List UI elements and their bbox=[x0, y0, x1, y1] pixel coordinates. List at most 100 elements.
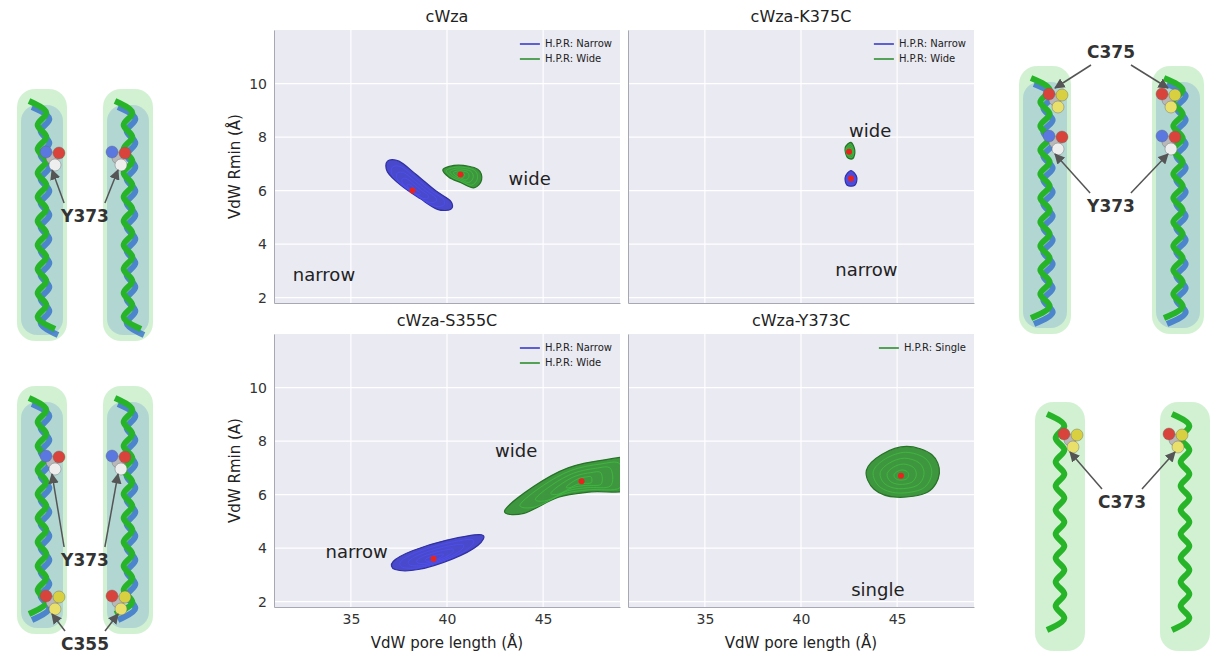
atom bbox=[119, 591, 131, 603]
legend: H.P.R: Single bbox=[879, 342, 966, 353]
tick-label: 6 bbox=[258, 183, 267, 199]
atom bbox=[53, 591, 65, 603]
y-axis bbox=[628, 31, 630, 304]
tick-label: 40 bbox=[793, 611, 811, 627]
tick-label: 2 bbox=[258, 290, 267, 306]
tick-label: 4 bbox=[258, 236, 267, 252]
tick-label: 4 bbox=[258, 540, 267, 556]
grid-line bbox=[274, 244, 620, 245]
structure: Y373C355 bbox=[17, 386, 153, 654]
legend-label: H.P.R: Narrow bbox=[545, 342, 612, 353]
density-contour bbox=[408, 544, 464, 566]
grid-line bbox=[800, 334, 801, 607]
density-contour bbox=[849, 175, 854, 181]
annotation: narrow bbox=[326, 541, 388, 562]
tick: 35 bbox=[342, 607, 360, 627]
grid-line bbox=[350, 30, 351, 303]
arrow bbox=[52, 474, 64, 547]
arrow bbox=[1070, 452, 1102, 489]
atom bbox=[1067, 441, 1079, 453]
density-contour bbox=[407, 184, 420, 194]
axis-line bbox=[274, 31, 275, 304]
plot-background bbox=[628, 30, 974, 303]
atom bbox=[1165, 143, 1177, 155]
arrow bbox=[1055, 65, 1091, 88]
peak-point bbox=[457, 172, 463, 178]
atom bbox=[1176, 429, 1188, 441]
helix bbox=[1160, 402, 1210, 651]
atom bbox=[1043, 130, 1055, 142]
tick: 10 bbox=[249, 380, 274, 396]
residue-atoms bbox=[1156, 88, 1181, 113]
density-contour bbox=[566, 476, 592, 487]
tick: 6 bbox=[258, 183, 274, 199]
atom bbox=[119, 451, 131, 463]
plot-background bbox=[628, 334, 974, 607]
atom bbox=[1071, 429, 1083, 441]
legend-label: H.P.R: Narrow bbox=[899, 38, 966, 49]
structure: C373 bbox=[1035, 402, 1210, 651]
tick: 2 bbox=[258, 594, 274, 610]
figure: 246810cWzaVdW Rmin (Å)widenarrowH.P.R: N… bbox=[0, 0, 1227, 659]
grid-line bbox=[800, 30, 801, 303]
peak-point bbox=[898, 473, 904, 479]
density-contour bbox=[453, 171, 469, 180]
grid-line bbox=[628, 601, 974, 602]
surface bbox=[17, 386, 67, 634]
legend-swatch bbox=[879, 347, 899, 349]
legend-swatch bbox=[520, 43, 540, 45]
tick: 40 bbox=[793, 607, 811, 627]
ribbon bbox=[29, 398, 46, 614]
density-region bbox=[845, 142, 855, 159]
legend-swatch bbox=[520, 58, 540, 60]
helix bbox=[1035, 402, 1085, 651]
arrow bbox=[1131, 154, 1168, 193]
x-axis-title: VdW pore length (Å) bbox=[725, 633, 877, 652]
tick: 45 bbox=[535, 607, 553, 627]
tick-label: 2 bbox=[258, 594, 267, 610]
atom bbox=[49, 603, 61, 615]
panel: 354045cWza-Y373CVdW pore length (Å)singl… bbox=[628, 311, 975, 652]
annotation: wide bbox=[495, 440, 537, 461]
arrow bbox=[1055, 154, 1090, 193]
residue-label: Y373 bbox=[1086, 196, 1135, 216]
atom bbox=[115, 159, 127, 171]
grid-line bbox=[628, 387, 974, 388]
surface bbox=[17, 89, 67, 341]
legend: H.P.R: NarrowH.P.R: Wide bbox=[520, 38, 612, 64]
grid-line bbox=[628, 190, 974, 191]
arrow bbox=[105, 170, 118, 203]
density-contour bbox=[846, 144, 854, 157]
helix bbox=[1019, 66, 1071, 334]
density-contour bbox=[400, 539, 474, 568]
helix bbox=[17, 386, 67, 634]
residue-label: Y373 bbox=[60, 206, 109, 226]
helix bbox=[1152, 66, 1204, 334]
residue-atoms bbox=[1163, 428, 1188, 453]
surface bbox=[1152, 66, 1204, 334]
atom bbox=[1156, 130, 1168, 142]
density-contour bbox=[847, 174, 854, 183]
surface bbox=[1035, 402, 1085, 651]
legend-label: H.P.R: Single bbox=[904, 342, 966, 353]
density-region bbox=[845, 171, 857, 187]
peak-point bbox=[848, 176, 854, 182]
x-axis: 354045 bbox=[629, 607, 975, 627]
grid-line bbox=[274, 601, 620, 602]
atom bbox=[1172, 441, 1184, 453]
grid-line bbox=[274, 136, 620, 137]
atom bbox=[40, 146, 52, 158]
density-contour bbox=[520, 462, 620, 508]
axis-line bbox=[275, 607, 621, 608]
arrow bbox=[1131, 65, 1168, 88]
panel-title: cWza-S355C bbox=[397, 311, 497, 330]
legend: H.P.R: NarrowH.P.R: Wide bbox=[520, 342, 612, 368]
legend-label: H.P.R: Narrow bbox=[545, 38, 612, 49]
grid-line bbox=[628, 244, 974, 245]
legend-label: H.P.R: Wide bbox=[899, 53, 955, 64]
grid-line bbox=[628, 440, 974, 441]
marks bbox=[866, 446, 939, 497]
ribbon bbox=[1047, 414, 1064, 630]
atom bbox=[1056, 89, 1068, 101]
tick-label: 35 bbox=[696, 611, 714, 627]
